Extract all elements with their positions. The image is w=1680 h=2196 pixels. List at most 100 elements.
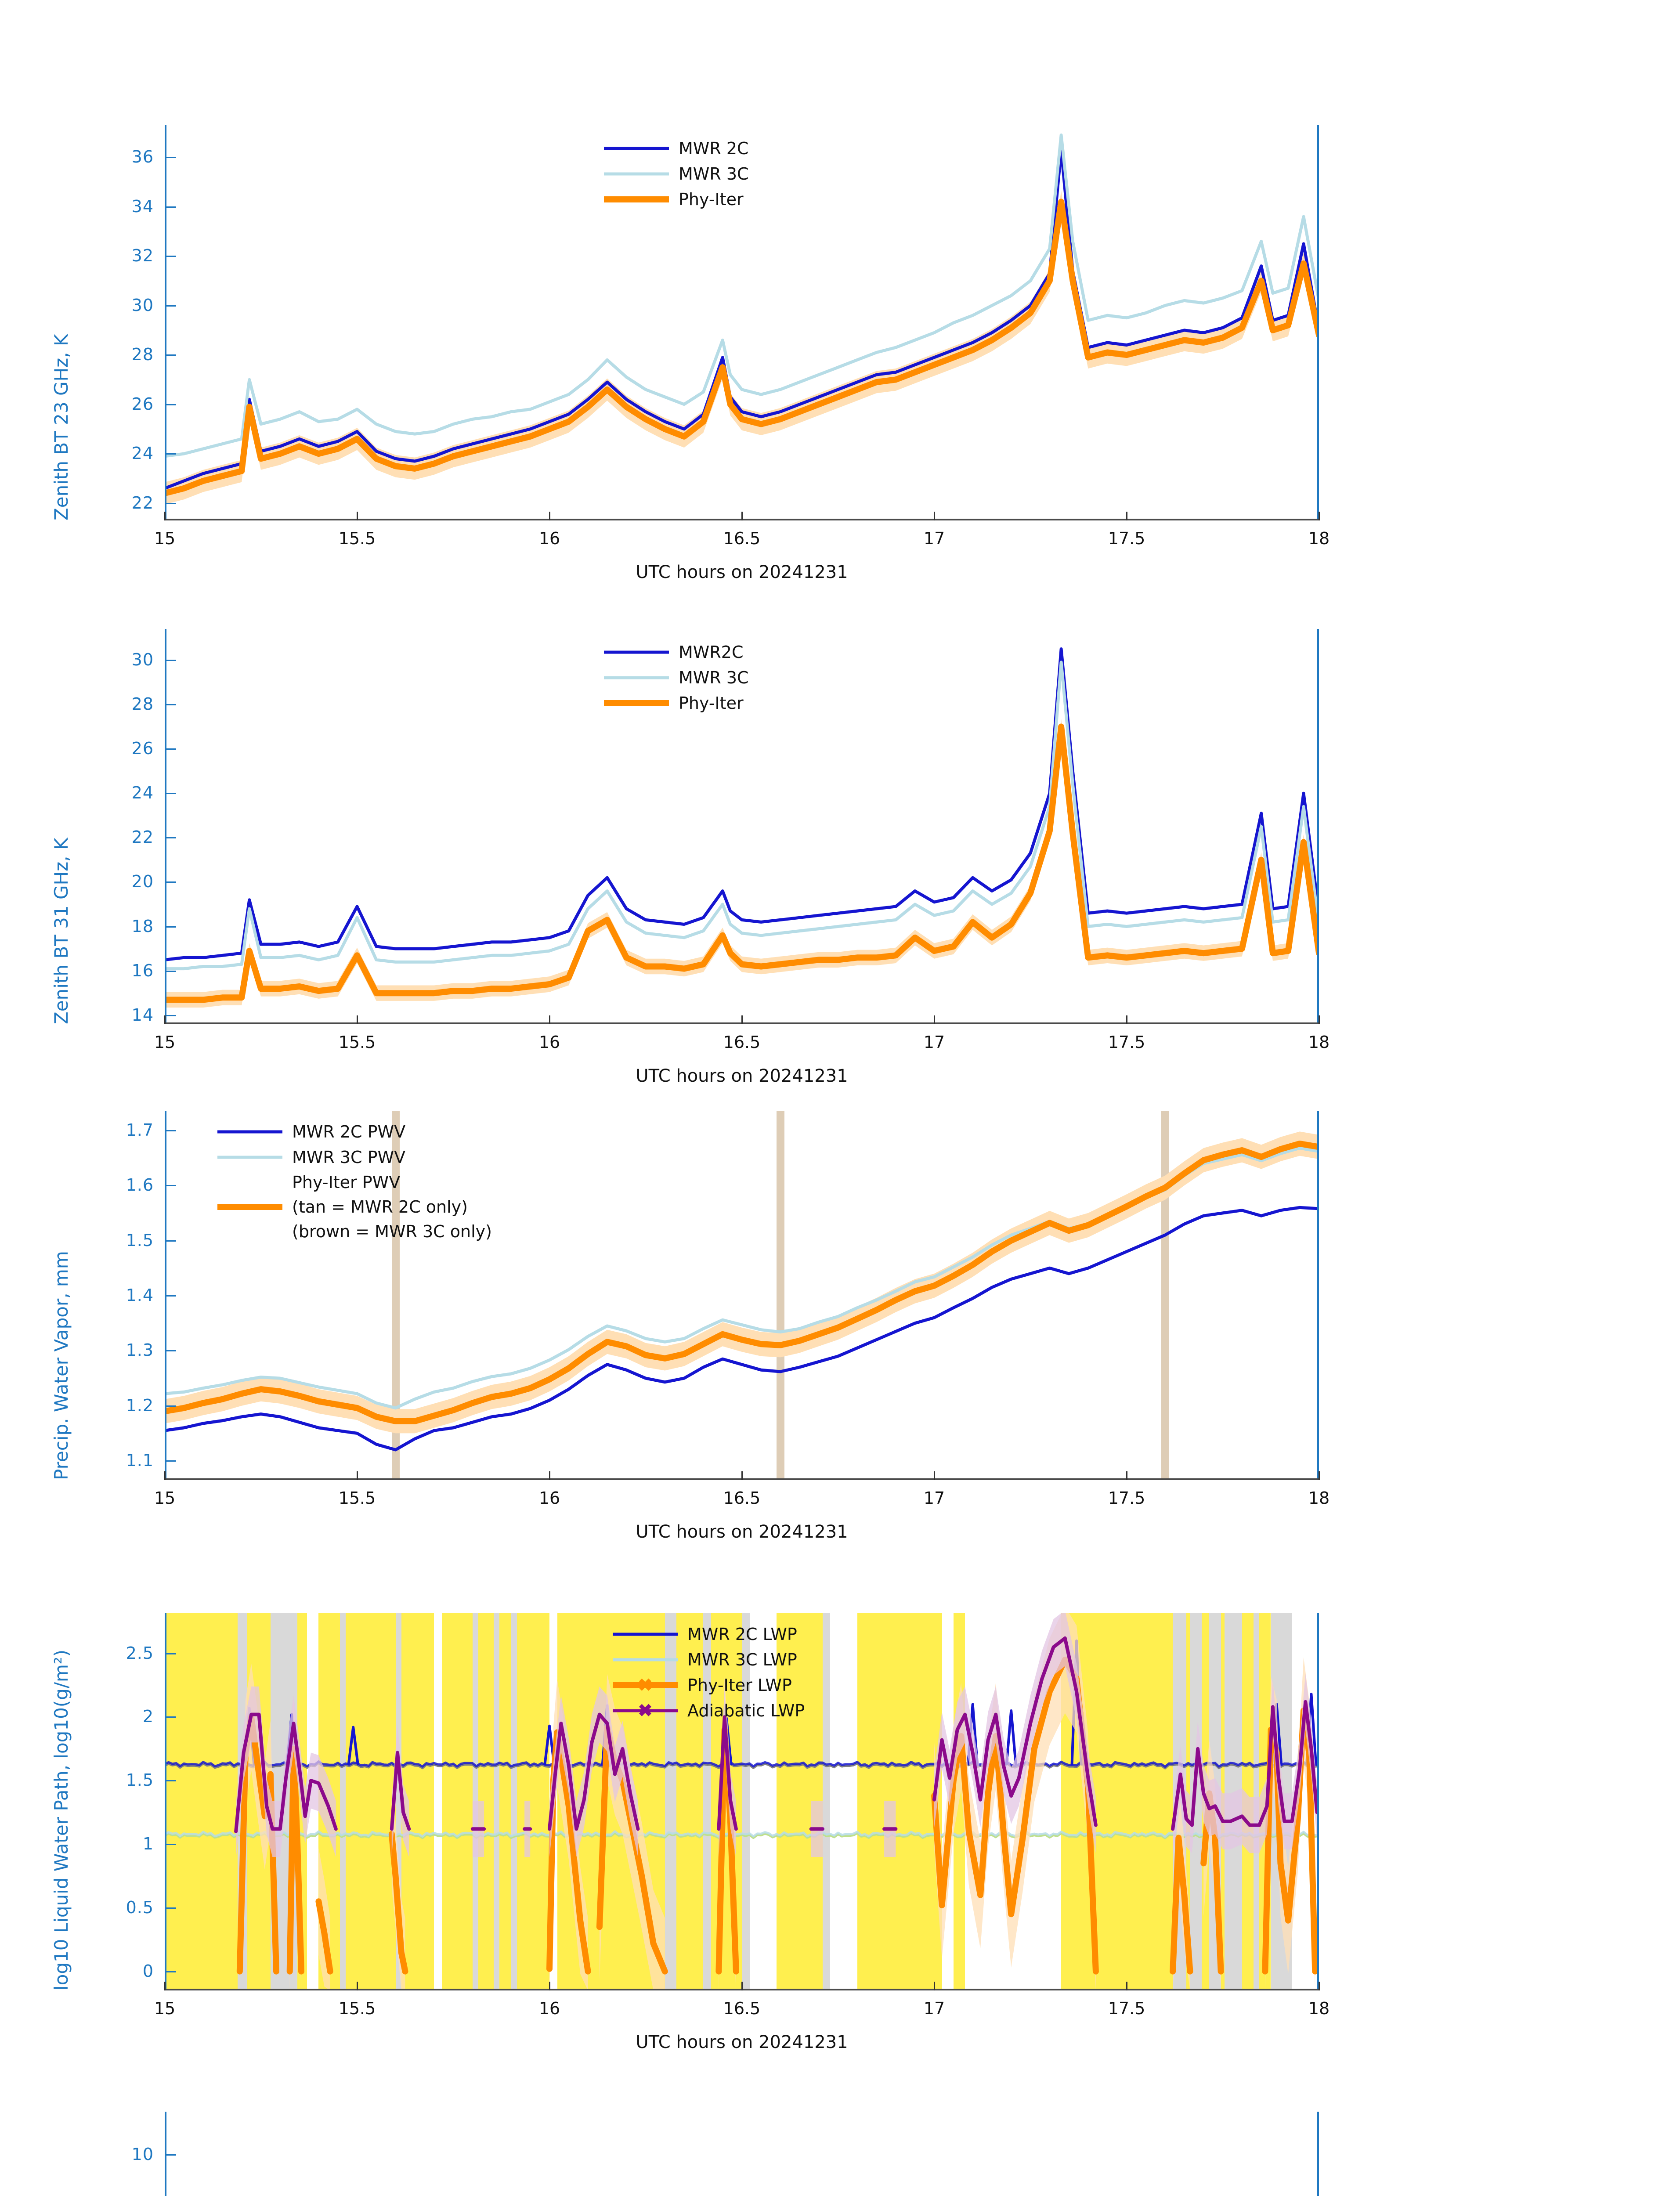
legend-entry[interactable]: MWR 3C xyxy=(604,665,749,690)
x-tick xyxy=(357,1471,358,1480)
y-tick xyxy=(165,256,176,257)
y-tick xyxy=(165,157,176,159)
legend-entry[interactable]: ✖ Adiabatic LWP xyxy=(613,1698,805,1723)
y-tick-label: 10 xyxy=(131,2144,154,2164)
legend-entry[interactable]: ✖ Phy-Iter LWP xyxy=(613,1672,805,1698)
y-tick-label: 1.3 xyxy=(126,1340,154,1360)
lwp-flag-band-yellow xyxy=(345,1613,396,1990)
y-tick xyxy=(165,1015,176,1016)
x-tick-label: 15 xyxy=(154,1999,176,2018)
y-tick-label: 36 xyxy=(131,147,154,167)
y-tick xyxy=(165,881,176,883)
x-tick-label: 16 xyxy=(538,1488,560,1508)
y-tick xyxy=(165,2154,176,2156)
legend-entry[interactable]: Phy-Iter PWV (tan = MWR 2C only) (brown … xyxy=(217,1170,492,1244)
y-tick xyxy=(165,1460,176,1462)
panel-pwv-legend: MWR 2C PWV MWR 3C PWV Phy-Iter PWV (tan = … xyxy=(217,1119,492,1244)
legend-entry[interactable]: MWR 2C PWV xyxy=(217,1119,492,1145)
lwp-flag-band-yellow xyxy=(517,1613,549,1990)
y-tick-label: 24 xyxy=(131,783,154,803)
legend-entry[interactable]: MWR 3C PWV xyxy=(217,1145,492,1170)
panel-bt23-spine-left xyxy=(165,125,166,520)
y-tick xyxy=(165,1405,176,1407)
x-tick xyxy=(164,1471,166,1480)
y-tick xyxy=(165,1240,176,1242)
y-tick xyxy=(165,793,176,795)
legend-entry[interactable]: MWR2C xyxy=(604,639,749,665)
legend-entry[interactable]: Phy-Iter xyxy=(604,690,749,716)
legend-entry[interactable]: MWR 2C xyxy=(604,136,749,161)
panel-bt23-spine-right xyxy=(1317,125,1319,520)
x-tick xyxy=(934,1982,935,1990)
y-tick xyxy=(165,970,176,972)
y-tick-label: 1.2 xyxy=(126,1395,154,1415)
x-tick-label: 15.5 xyxy=(338,1033,376,1052)
panel-bt23-curves xyxy=(165,134,1319,505)
lwp-flag-band-grey xyxy=(511,1613,517,1990)
x-tick-label: 17.5 xyxy=(1108,529,1145,548)
y-tick xyxy=(165,926,176,928)
y-tick-label: 22 xyxy=(131,827,154,847)
x-tick-label: 18 xyxy=(1308,1488,1330,1508)
x-tick xyxy=(549,1015,550,1024)
legend-label: MWR 3C LWP xyxy=(687,1650,797,1669)
y-tick xyxy=(165,453,176,455)
y-tick-label: 2 xyxy=(142,1707,154,1726)
y-tick-label: 18 xyxy=(131,916,154,936)
panel-bt23-x-axis-label: UTC hours on 20241231 xyxy=(636,562,848,582)
x-tick-label: 16.5 xyxy=(723,1999,761,2018)
y-tick-label: 26 xyxy=(131,394,154,414)
series-phy-iter-lwp xyxy=(388,1831,408,1975)
panel-lwp: 0 0.5 1 1.5 2 2.5 15 15.5 16 16.5 17 17.5 18 log10 Li… xyxy=(51,1613,1330,2052)
panel-bt31-curves xyxy=(165,647,1319,1008)
legend-label: MWR 2C xyxy=(679,139,749,158)
panel-lwp-x-axis-label: UTC hours on 20241231 xyxy=(636,2032,848,2052)
x-tick xyxy=(357,1982,358,1990)
x-tick xyxy=(164,1015,166,1024)
pwv-source-marker-band xyxy=(391,1111,400,1480)
series-adiabatic-lwp xyxy=(1171,1700,1319,1831)
legend-entry[interactable]: MWR 3C xyxy=(604,161,749,187)
y-tick-label: 0.5 xyxy=(126,1897,154,1917)
y-tick-label: 1.4 xyxy=(126,1286,154,1305)
x-tick-label: 16.5 xyxy=(723,1488,761,1508)
panel-pwv-curves xyxy=(165,1131,1319,1452)
x-tick xyxy=(1126,1982,1127,1990)
legend-label: Phy-Iter xyxy=(679,190,744,209)
y-tick xyxy=(165,1907,176,1909)
legend-label: MWR 2C LWP xyxy=(687,1625,797,1644)
y-tick xyxy=(165,748,176,750)
x-tick-label: 15 xyxy=(154,529,176,548)
legend-entry[interactable]: MWR 3C LWP xyxy=(613,1647,805,1672)
series-mwr-3c xyxy=(165,661,1319,971)
x-tick xyxy=(164,1982,166,1990)
legend-label: Phy-Iter LWP xyxy=(687,1676,792,1695)
panel-bt23: 22 24 26 28 30 32 34 36 15 15.5 16 16.5 17 17.5 18 Zeni… xyxy=(51,125,1330,582)
legend-entry[interactable]: Phy-Iter xyxy=(604,187,749,212)
panel-bt31-y-axis-label: Zenith BT 31 GHz, K xyxy=(51,838,72,1024)
panel-dqflag-spine-left xyxy=(165,2112,166,2196)
legend-label: Adiabatic LWP xyxy=(687,1701,805,1720)
x-tick-label: 15.5 xyxy=(338,1999,376,2018)
x-tick-label: 16 xyxy=(538,1033,560,1052)
pwv-source-marker-band xyxy=(776,1111,784,1480)
x-tick xyxy=(1126,512,1127,520)
y-tick-label: 1.7 xyxy=(126,1120,154,1140)
series-phy-iter-lwp xyxy=(286,1745,304,1975)
panel-lwp-spine-left xyxy=(165,1613,166,1990)
panel-lwp-curves xyxy=(165,1613,1319,1990)
series-adiabatic-lwp xyxy=(548,1712,640,1831)
lwp-flag-band-yellow xyxy=(441,1613,473,1990)
x-tick xyxy=(1319,1015,1320,1024)
y-tick-label: 28 xyxy=(131,694,154,714)
lwp-peak xyxy=(1005,1709,1017,1766)
x-tick-label: 15 xyxy=(154,1488,176,1508)
x-tick xyxy=(1126,1015,1127,1024)
x-tick-label: 17 xyxy=(923,529,945,548)
series-phy-iter-pwv xyxy=(165,1141,1319,1424)
x-tick-label: 18 xyxy=(1308,1033,1330,1052)
y-tick-label: 24 xyxy=(131,444,154,463)
lwp-peak xyxy=(543,1724,556,1766)
y-tick xyxy=(165,1780,176,1782)
legend-entry[interactable]: MWR 2C LWP xyxy=(613,1622,805,1647)
